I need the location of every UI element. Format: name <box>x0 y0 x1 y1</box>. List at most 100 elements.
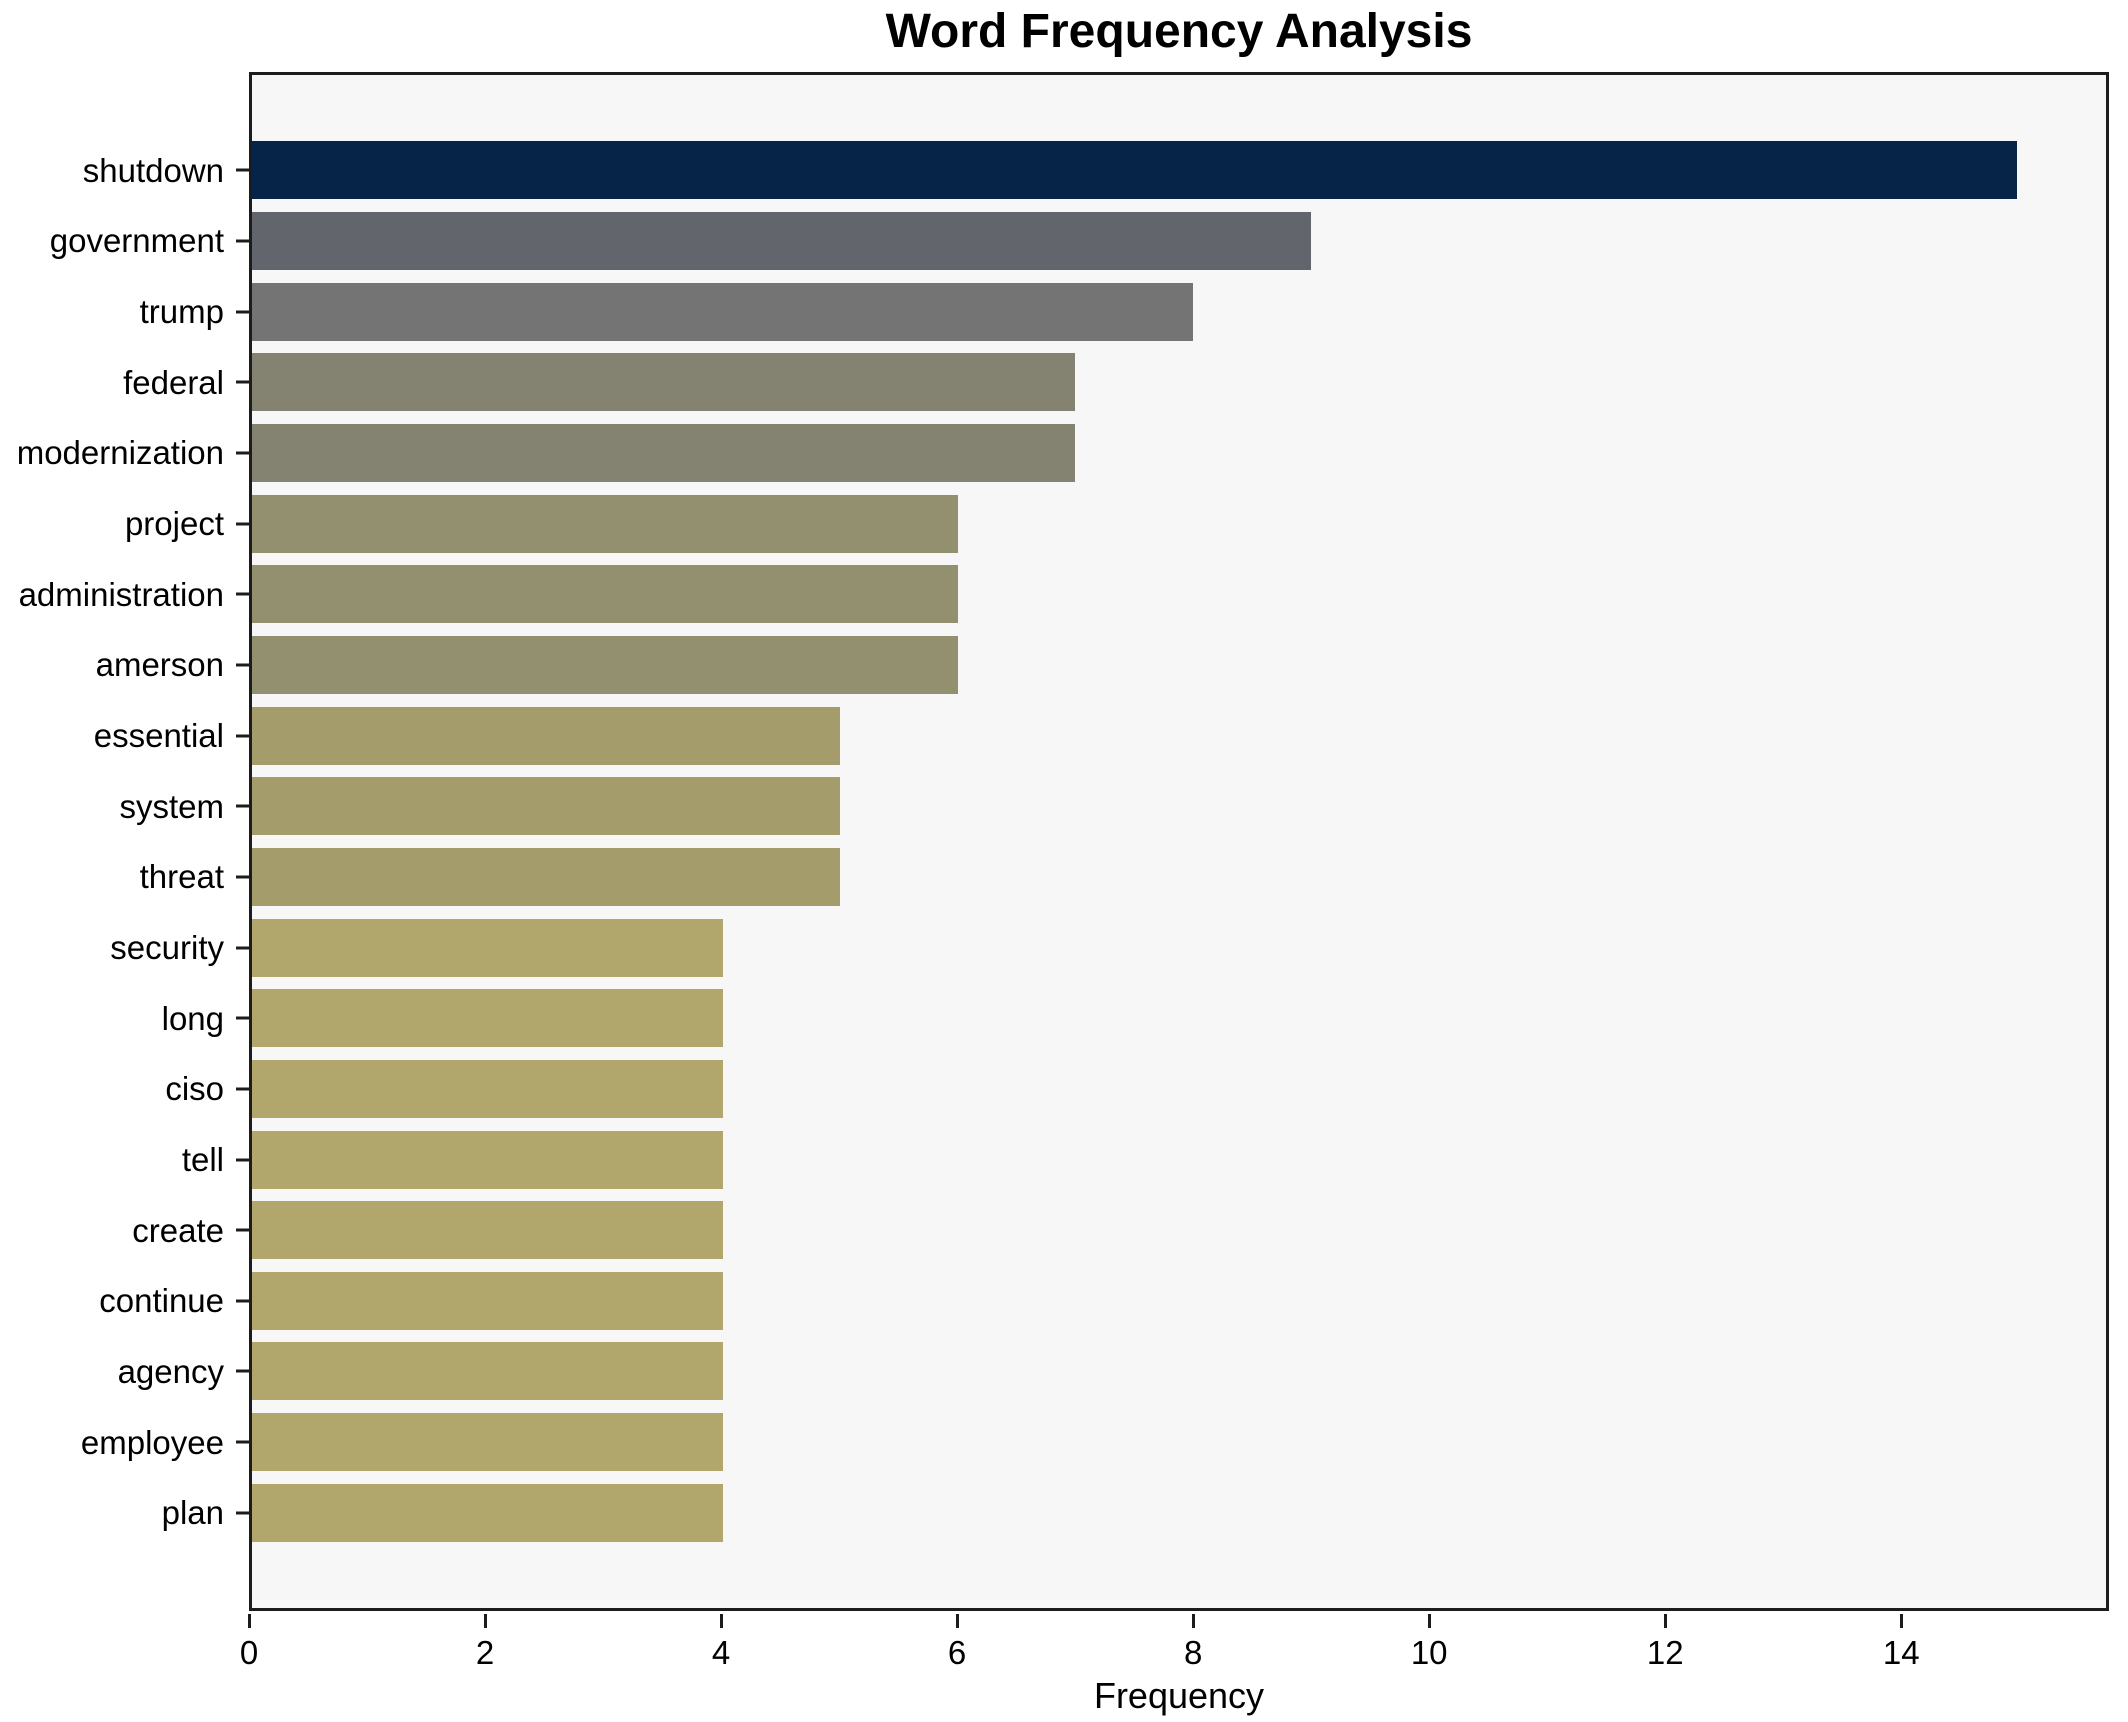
x-tick-label: 14 <box>1882 1634 1920 1671</box>
y-tick-mark <box>236 239 249 243</box>
y-tick-mark <box>236 1087 249 1091</box>
bar-row: create <box>132 1195 2106 1266</box>
y-tick-label: agency <box>117 1352 224 1390</box>
y-tick-label: plan <box>161 1494 224 1532</box>
bar-row: trump <box>140 276 2106 347</box>
x-axis-label: Frequency <box>1093 1675 1265 1716</box>
y-tick-mark <box>236 522 249 526</box>
frequency-bar <box>252 1130 723 1189</box>
x-tick-mark <box>247 1614 251 1628</box>
frequency-bar <box>252 494 958 553</box>
y-tick-label: federal <box>123 363 224 401</box>
bar-row: tell <box>182 1124 2106 1195</box>
x-tick-label: 8 <box>1183 1634 1203 1671</box>
y-tick-mark <box>236 1016 249 1020</box>
frequency-bar <box>252 918 723 977</box>
x-tick-label: 10 <box>1410 1634 1448 1671</box>
y-tick-mark <box>236 1299 249 1303</box>
y-tick-mark <box>236 168 249 172</box>
y-tick-mark <box>236 663 249 667</box>
y-tick-mark <box>236 804 249 808</box>
frequency-bar <box>252 423 1076 482</box>
frequency-bar <box>252 141 2017 200</box>
frequency-bar <box>252 989 723 1048</box>
bar-row: federal <box>123 347 2106 418</box>
x-tick-mark <box>1663 1614 1667 1628</box>
y-tick-mark <box>236 1440 249 1444</box>
chart-title: Word Frequency Analysis <box>885 5 1473 58</box>
frequency-bar <box>252 847 841 906</box>
x-tick-mark <box>483 1614 487 1628</box>
y-tick-label: employee <box>80 1423 224 1461</box>
bar-rows: shutdown government trump federal modernizat… <box>17 75 2106 1608</box>
x-tick-mark <box>719 1614 723 1628</box>
bar-row: administration <box>19 559 2106 630</box>
y-tick-label: shutdown <box>82 151 224 189</box>
x-axis: Frequency 0 2 4 6 8 10 12 14 <box>240 1614 2109 1720</box>
bar-row: government <box>50 206 2106 277</box>
y-tick-label: system <box>119 787 224 825</box>
y-tick-label: tell <box>181 1141 224 1179</box>
y-tick-label: long <box>161 999 224 1037</box>
x-tick-mark <box>1191 1614 1195 1628</box>
y-tick-label: project <box>124 505 224 543</box>
bar-row: amerson <box>96 630 2106 701</box>
frequency-bar <box>252 211 1311 270</box>
frequency-bar <box>252 565 958 624</box>
frequency-bar <box>252 1342 723 1401</box>
y-tick-mark <box>236 1228 249 1232</box>
y-tick-mark <box>236 1369 249 1373</box>
bar-row: continue <box>99 1266 2106 1337</box>
y-tick-label: amerson <box>95 646 224 684</box>
bar-row: plan <box>162 1477 2106 1548</box>
y-tick-label: continue <box>99 1282 224 1320</box>
y-tick-label: create <box>132 1211 224 1249</box>
y-tick-label: administration <box>18 575 224 613</box>
y-tick-label: ciso <box>165 1070 224 1108</box>
x-tick-mark <box>1427 1614 1431 1628</box>
frequency-bar <box>252 1059 723 1118</box>
frequency-bar <box>252 635 958 694</box>
x-tick-label: 4 <box>711 1634 731 1671</box>
frequency-bar <box>252 353 1076 412</box>
y-tick-mark <box>236 310 249 314</box>
y-tick-mark <box>236 592 249 596</box>
frequency-bar <box>252 1413 723 1472</box>
bar-row: project <box>125 488 2106 559</box>
frequency-bar <box>252 1483 723 1542</box>
bar-row: essential <box>94 700 2106 771</box>
y-tick-mark <box>236 734 249 738</box>
y-tick-mark <box>236 946 249 950</box>
y-tick-label: essential <box>93 717 224 755</box>
x-tick-label: 2 <box>475 1634 495 1671</box>
y-tick-mark <box>236 1511 249 1515</box>
bar-row: agency <box>118 1336 2106 1407</box>
y-tick-mark <box>236 380 249 384</box>
frequency-bar <box>252 706 841 765</box>
bar-row: system <box>119 771 2106 842</box>
x-tick-mark <box>1899 1614 1903 1628</box>
bar-row: employee <box>81 1407 2106 1478</box>
y-tick-label: government <box>49 222 224 260</box>
bar-row: ciso <box>165 1054 2106 1125</box>
y-tick-mark <box>236 451 249 455</box>
y-tick-label: trump <box>139 293 224 331</box>
y-tick-label: threat <box>139 858 224 896</box>
bar-row: threat <box>140 842 2106 913</box>
bar-row: modernization <box>17 418 2106 489</box>
frequency-bar <box>252 1271 723 1330</box>
frequency-bar <box>252 282 1194 341</box>
y-tick-mark <box>236 875 249 879</box>
plot-area: shutdown government trump federal modernizat… <box>17 72 2109 1611</box>
y-tick-label: modernization <box>16 434 224 472</box>
x-tick-label: 6 <box>947 1634 967 1671</box>
bar-row: long <box>162 983 2106 1054</box>
x-tick-mark <box>955 1614 959 1628</box>
bar-row: security <box>110 912 2106 983</box>
y-tick-label: security <box>110 929 224 967</box>
bar-row: shutdown <box>83 135 2106 206</box>
y-tick-mark <box>236 1158 249 1162</box>
frequency-bar <box>252 777 841 836</box>
x-tick-label: 0 <box>239 1634 259 1671</box>
